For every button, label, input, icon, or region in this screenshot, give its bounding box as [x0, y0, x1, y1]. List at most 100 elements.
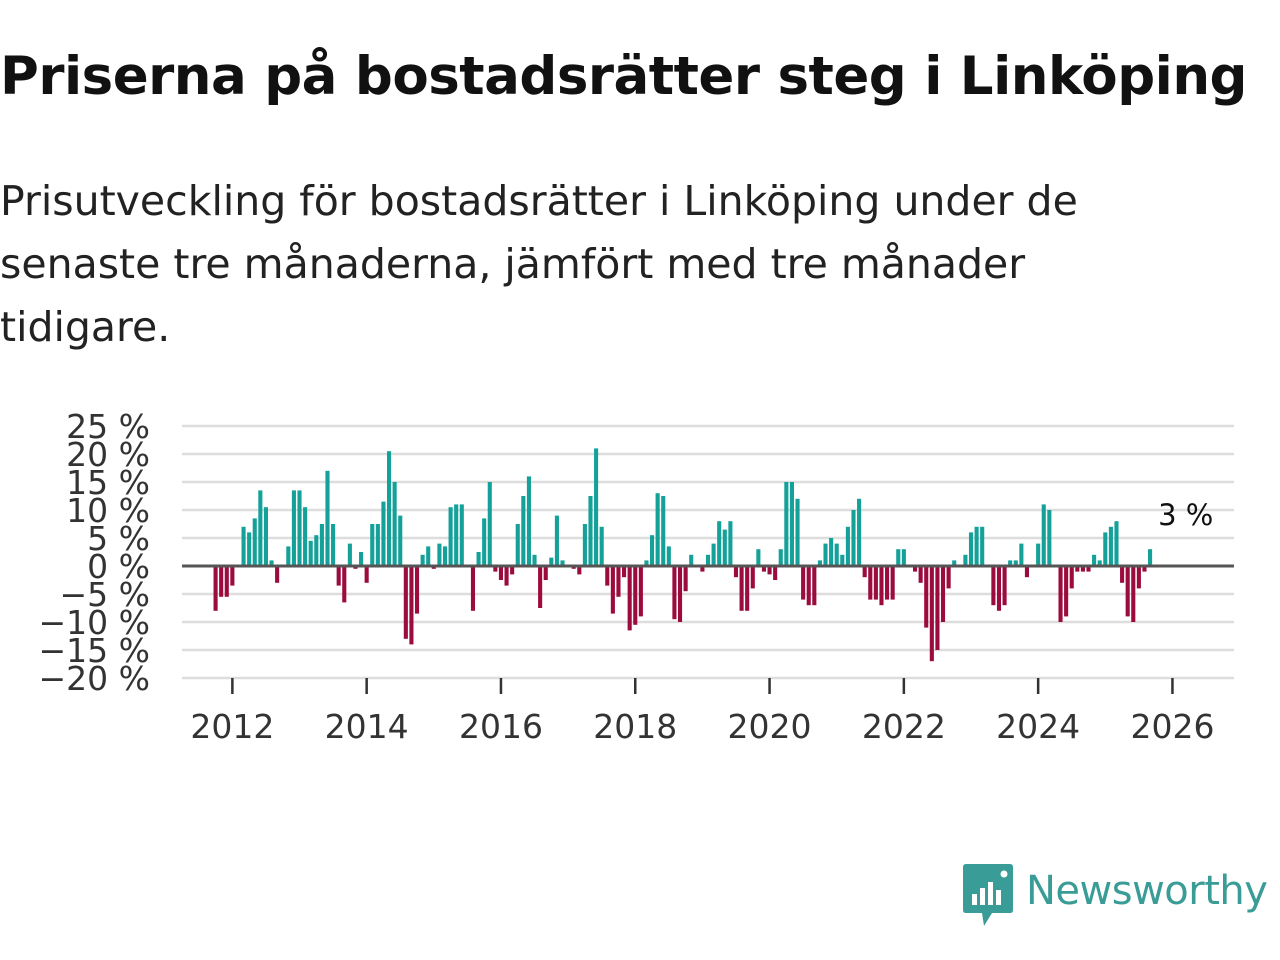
- bar: [717, 521, 722, 566]
- bar: [275, 566, 280, 583]
- bar: [1002, 566, 1007, 606]
- bar: [633, 566, 638, 625]
- bar: [1086, 566, 1091, 572]
- bar: [862, 566, 867, 578]
- bar: [515, 524, 520, 566]
- bar: [991, 566, 996, 606]
- bar: [482, 518, 487, 566]
- bar: [840, 554, 845, 566]
- bar: [1131, 566, 1136, 622]
- bar: [890, 566, 895, 600]
- bar: [1008, 560, 1013, 566]
- bar: [649, 535, 655, 566]
- bar: [879, 566, 884, 606]
- bar: [677, 566, 683, 622]
- bar: [873, 566, 878, 600]
- bar: [789, 482, 794, 566]
- bar: [532, 554, 537, 566]
- bar: [370, 524, 375, 566]
- bar: [526, 476, 531, 566]
- bar: [834, 543, 839, 566]
- bar: [756, 549, 761, 566]
- bar: [968, 532, 974, 566]
- bar: [761, 566, 767, 572]
- bar: [1075, 566, 1080, 572]
- x-tick-label: 2012: [190, 707, 274, 746]
- bar: [241, 526, 246, 566]
- bar: [347, 543, 352, 566]
- labels: 25 %20 %15 %10 %5 %0 %−5 %−10 %−15 %−20 …: [39, 407, 1215, 746]
- bar: [560, 560, 565, 566]
- bar: [845, 526, 850, 566]
- bar-chart: 25 %20 %15 %10 %5 %0 %−5 %−10 %−15 %−20 …: [39, 407, 1234, 746]
- bar: [829, 538, 834, 566]
- bar: [297, 490, 302, 566]
- bar: [1080, 566, 1085, 572]
- bar: [817, 560, 822, 566]
- bar: [683, 566, 688, 592]
- bar: [336, 566, 341, 586]
- bar: [381, 501, 386, 566]
- bar: [342, 566, 347, 603]
- bar: [952, 560, 957, 566]
- y-tick-label: 10 %: [66, 491, 150, 530]
- bar: [414, 566, 420, 614]
- x-tick-label: 2026: [1130, 707, 1214, 746]
- bar: [896, 549, 901, 566]
- bar: [1036, 543, 1041, 566]
- bar: [1013, 560, 1018, 566]
- bar: [823, 543, 828, 566]
- bar: [1148, 549, 1153, 566]
- y-tick-label: 15 %: [66, 463, 150, 502]
- annotation-label: 3 %: [1158, 498, 1213, 532]
- bar: [230, 566, 235, 586]
- bar: [974, 526, 979, 566]
- bar: [655, 493, 660, 566]
- bar: [442, 546, 448, 566]
- bar: [498, 566, 504, 580]
- bar: [778, 549, 783, 566]
- x-tick-label: 2024: [996, 707, 1080, 746]
- x-tick-label: 2016: [459, 707, 543, 746]
- newsworthy-logo: Newsworthy: [962, 862, 1268, 928]
- y-tick-label: 20 %: [66, 435, 150, 474]
- bar: [1047, 510, 1052, 566]
- bar: [1024, 566, 1030, 578]
- bar: [885, 566, 890, 600]
- bars: [213, 448, 1153, 662]
- bar: [806, 566, 811, 606]
- bar: [1114, 521, 1119, 566]
- bar: [599, 526, 604, 566]
- bar: [739, 566, 744, 611]
- x-tick-label: 2014: [325, 707, 409, 746]
- y-tick-label: 0 %: [87, 547, 150, 586]
- bar: [392, 482, 397, 566]
- x-tick-label: 2020: [728, 707, 812, 746]
- bar: [851, 510, 856, 566]
- bar: [795, 498, 800, 566]
- y-tick-label: 5 %: [87, 519, 150, 558]
- chart-subtitle: Prisutveckling för bostadsrätter i Linkö…: [0, 177, 1078, 351]
- bar: [638, 566, 643, 617]
- bar: [610, 566, 615, 614]
- bar: [426, 546, 431, 566]
- bar: [493, 566, 498, 572]
- bar: [224, 566, 229, 597]
- bar: [661, 496, 666, 566]
- y-tick-label: 25 %: [66, 407, 150, 446]
- bar: [314, 535, 319, 566]
- bar: [247, 532, 252, 566]
- bar: [364, 566, 369, 583]
- bar: [1019, 543, 1024, 566]
- bar: [470, 566, 476, 611]
- bar: [784, 482, 789, 566]
- bar: [857, 498, 862, 566]
- bar: [359, 552, 364, 566]
- bar: [219, 566, 224, 597]
- bar: [398, 515, 403, 566]
- x-tick-label: 2022: [862, 707, 946, 746]
- bar: [331, 524, 336, 566]
- bar: [1097, 560, 1102, 566]
- bar: [812, 566, 817, 606]
- bar: [901, 549, 906, 566]
